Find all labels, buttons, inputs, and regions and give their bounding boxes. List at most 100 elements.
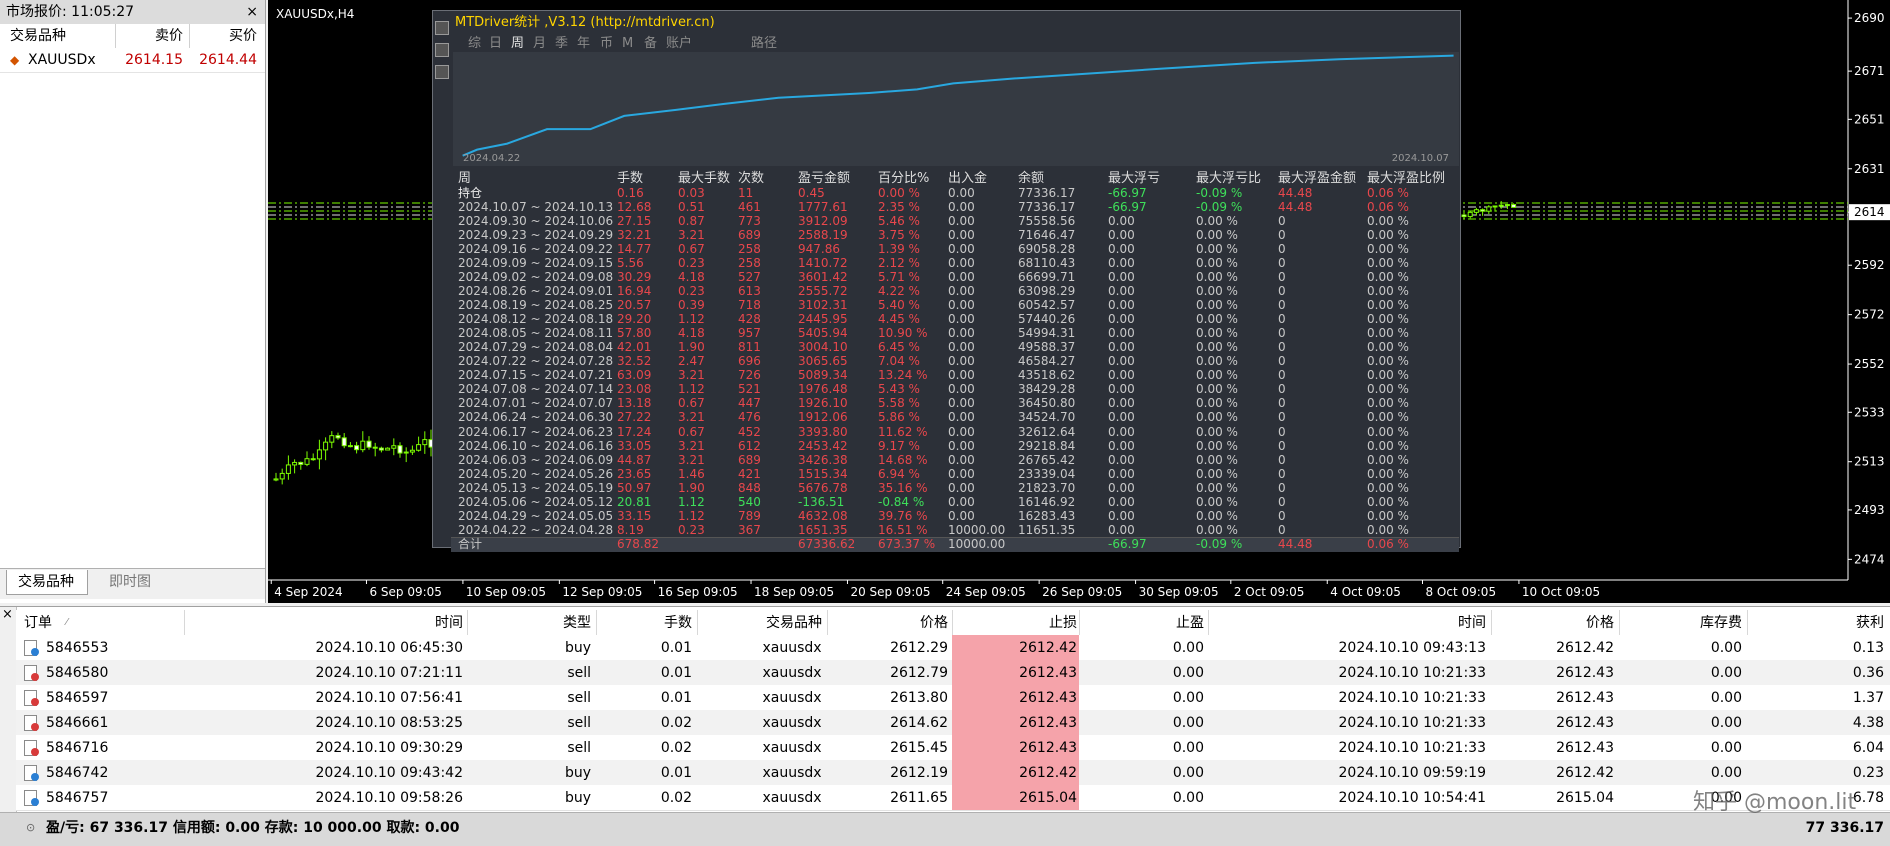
stat-cell: 0.00 % xyxy=(1196,213,1238,228)
stat-cell: 20.81 xyxy=(617,494,652,509)
stat-cell: 0.00 % xyxy=(1196,438,1238,453)
col-header[interactable]: 交易品种 xyxy=(766,615,822,631)
week-label: 2024.06.10 ~ 2024.06.16 xyxy=(458,438,614,453)
stat-tab[interactable]: 月 xyxy=(533,36,547,51)
stat-cell: 32612.64 xyxy=(1018,424,1076,439)
stat-cell: 3.21 xyxy=(678,227,705,242)
stat-cell: 1410.72 xyxy=(798,255,848,270)
stat-cell: 16283.43 xyxy=(1018,508,1076,523)
header: 买价 xyxy=(229,28,257,44)
stat-cell: 23.65 xyxy=(617,466,652,481)
candle-body xyxy=(316,449,322,460)
stat-cell: 0.00 % xyxy=(1196,452,1238,467)
stat-cell: 34524.70 xyxy=(1018,410,1076,425)
stat-cell: 5.86 % xyxy=(878,410,920,425)
stat-tab[interactable]: 综 xyxy=(468,36,482,51)
col-header[interactable]: 价格 xyxy=(920,615,948,631)
col-header[interactable]: 时间 xyxy=(435,615,463,631)
stat-cell: 3065.65 xyxy=(798,354,848,369)
order-cell: 0.00 xyxy=(1172,664,1204,681)
order-cell: 2024.10.10 10:21:33 xyxy=(1338,664,1487,681)
stat-cell: 35.16 % xyxy=(878,480,928,495)
close-button[interactable]: × xyxy=(246,4,258,20)
stat-cell: 0.00 % xyxy=(1196,410,1238,425)
stat-tab[interactable]: M xyxy=(622,36,634,51)
stat-cell: 0.00 xyxy=(948,382,975,397)
stat-cell: 13.24 % xyxy=(878,368,928,383)
candle-body xyxy=(329,435,335,443)
total-cell: 10000.00 xyxy=(948,536,1006,551)
candle-body xyxy=(1498,204,1504,207)
stat-tab[interactable]: 日 xyxy=(489,36,503,51)
stat-cell: 0.00 % xyxy=(1196,241,1238,256)
candle-body xyxy=(1486,206,1492,212)
candle-body xyxy=(403,451,409,454)
stat-cell: 0.03 xyxy=(678,185,705,200)
col-header[interactable]: 手数 xyxy=(664,615,692,631)
stat-cell: 0.00 % xyxy=(1367,480,1409,495)
stat-header: 最大手数 xyxy=(678,170,731,186)
stat-cell: -0.09 % xyxy=(1196,199,1243,214)
stat-cell: 0.00 xyxy=(948,199,975,214)
stat-header: 最大浮亏 xyxy=(1108,170,1161,186)
col-header[interactable]: 价格 xyxy=(1586,615,1614,631)
stat-tab[interactable]: 周 xyxy=(511,36,525,51)
stat-cell: 0 xyxy=(1278,213,1286,228)
order-icon-dot xyxy=(31,698,39,706)
stat-cell: 0 xyxy=(1278,452,1286,467)
order-cell: 5846661 xyxy=(46,714,109,731)
week-label: 2024.07.15 ~ 2024.07.21 xyxy=(458,368,614,383)
stat-cell: 3393.80 xyxy=(798,424,848,439)
col-header[interactable]: 获利 xyxy=(1856,615,1884,631)
stat-cell: 0.06 % xyxy=(1367,199,1409,214)
tab[interactable]: 交易品种 xyxy=(18,574,74,590)
stat-cell: 0.00 % xyxy=(1367,452,1409,467)
stat-cell: 77336.17 xyxy=(1018,185,1076,200)
summary-icon: ⊙ xyxy=(26,821,36,834)
col-header[interactable]: 止盈 xyxy=(1176,615,1204,631)
col-header[interactable]: 止损 xyxy=(1049,615,1077,631)
stat-cell: 0 xyxy=(1278,298,1286,313)
order-cell: xauusdx xyxy=(762,689,822,706)
stat-tab[interactable]: 路径 xyxy=(751,36,778,51)
order-cell: xauusdx xyxy=(762,714,822,731)
order-cell: 2612.42 xyxy=(1556,764,1614,781)
symbol[interactable]: XAUUSDx xyxy=(28,52,96,68)
order-cell: 2024.10.10 09:59:19 xyxy=(1338,764,1487,781)
stat-cell: 0.00 % xyxy=(1367,298,1409,313)
stat-cell: 0 xyxy=(1278,508,1286,523)
stat-cell: 0.00 % xyxy=(1196,298,1238,313)
stat-cell: 527 xyxy=(738,269,761,284)
col-header[interactable]: 时间 xyxy=(1458,615,1486,631)
order-cell: xauusdx xyxy=(762,664,822,681)
order-cell: 2612.43 xyxy=(1019,714,1077,731)
total-cell: -66.97 xyxy=(1108,536,1147,551)
stat-header: 百分比% xyxy=(878,170,930,186)
stat-cell: 42.01 xyxy=(617,340,652,355)
order-cell: 0.00 xyxy=(1710,689,1742,706)
stat-cell: 0 xyxy=(1278,227,1286,242)
stat-cell: 0.00 % xyxy=(1196,255,1238,270)
time-label: 8 Oct 09:05 xyxy=(1425,585,1496,599)
stat-tab[interactable]: 年 xyxy=(577,36,591,51)
order-icon-dot xyxy=(31,798,39,806)
stat-tab[interactable]: 备 xyxy=(644,36,658,51)
stat-cell: 1.12 xyxy=(678,494,705,509)
stat-tab[interactable]: 账户 xyxy=(666,36,693,51)
candle-body xyxy=(1461,214,1467,218)
window-title: 市场报价: 11:05:27 xyxy=(6,4,135,20)
stat-cell: 0.00 % xyxy=(1367,255,1409,270)
order-icon-dot xyxy=(31,673,39,681)
stat-cell: 0.06 % xyxy=(1367,185,1409,200)
close-button[interactable]: × xyxy=(2,607,13,622)
stat-tab[interactable]: 币 xyxy=(600,36,614,51)
order-cell: 2615.45 xyxy=(890,739,948,756)
order-cell: 2024.10.10 08:53:25 xyxy=(315,714,464,731)
order-cell: 5846757 xyxy=(46,789,109,806)
stat-tab[interactable]: 季 xyxy=(555,36,569,51)
stat-cell: 0 xyxy=(1278,382,1286,397)
col-header[interactable]: 类型 xyxy=(563,615,591,631)
week-label: 2024.08.26 ~ 2024.09.01 xyxy=(458,284,614,298)
tab[interactable]: 即时图 xyxy=(109,574,151,590)
col-header[interactable]: 库存费 xyxy=(1700,615,1742,631)
